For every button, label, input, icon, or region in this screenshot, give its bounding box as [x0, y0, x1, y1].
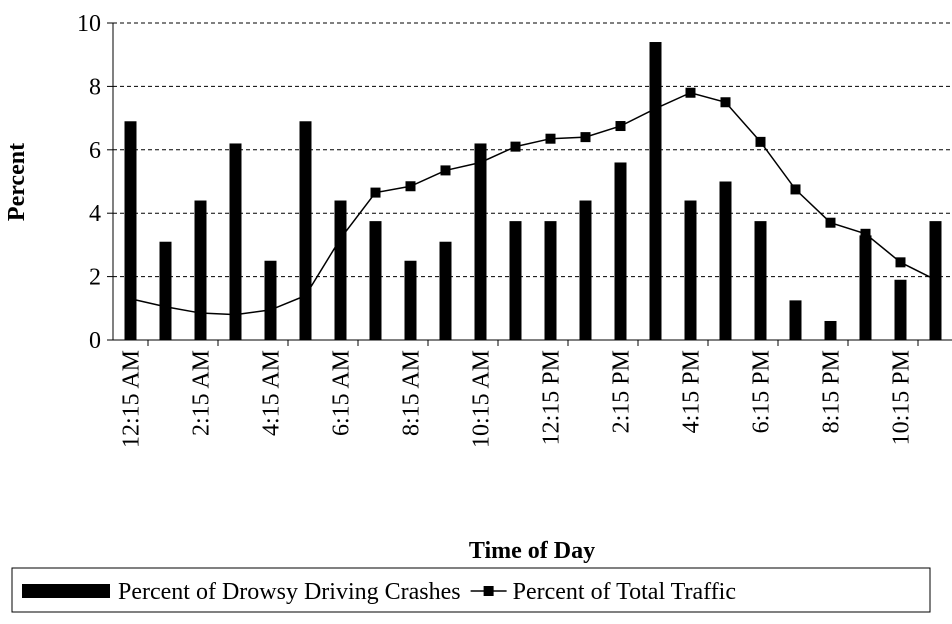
y-tick-label: 2: [89, 265, 101, 291]
line-marker: [895, 257, 906, 268]
bar: [124, 121, 137, 341]
x-tick-label: 4:15 AM: [259, 350, 285, 436]
bar: [299, 121, 312, 341]
x-tick-label: 8:15 AM: [399, 350, 425, 436]
x-tick-label: 6:15 PM: [749, 350, 775, 433]
bar: [824, 320, 837, 340]
line-marker: [440, 165, 451, 176]
bar: [509, 221, 522, 340]
line-marker: [755, 136, 766, 147]
legend-swatch: [22, 584, 110, 598]
bar: [859, 235, 872, 340]
line-marker: [720, 97, 731, 108]
y-axis-title: Percent: [4, 143, 30, 221]
line-marker: [300, 290, 311, 301]
legend-label: Percent of Total Traffic: [513, 579, 736, 605]
y-tick-label: 10: [77, 11, 101, 37]
line-marker: [545, 133, 556, 144]
line-marker: [615, 121, 626, 132]
line-marker: [930, 274, 941, 285]
line-marker: [825, 217, 836, 228]
y-tick-label: 6: [89, 138, 101, 164]
x-tick-label: 10:15 AM: [469, 350, 495, 448]
line-marker: [860, 228, 871, 239]
bar: [404, 260, 417, 340]
bar: [614, 162, 627, 340]
line-marker: [790, 184, 801, 195]
bar: [754, 221, 767, 340]
line-marker: [405, 181, 416, 192]
line: [130, 91, 936, 316]
bar: [159, 241, 172, 340]
x-tick-label: 2:15 AM: [189, 350, 215, 436]
legend-box: [11, 567, 931, 613]
bar: [719, 181, 732, 340]
line-marker: [370, 187, 381, 198]
x-tick-label: 2:15 PM: [609, 350, 635, 433]
bar: [334, 200, 347, 340]
legend-label: Percent of Drowsy Driving Crashes: [118, 579, 461, 605]
bar: [789, 300, 802, 340]
line-marker: [265, 304, 276, 315]
x-tick-label: 10:15 PM: [889, 350, 915, 445]
line-marker: [580, 132, 591, 143]
x-tick-label: 12:15 PM: [539, 350, 565, 445]
bar: [579, 200, 592, 340]
line-marker: [510, 141, 521, 152]
bar: [264, 260, 277, 340]
x-tick-label: 8:15 PM: [819, 350, 845, 433]
bar: [894, 279, 907, 340]
line-marker: [160, 301, 171, 312]
bar: [684, 200, 697, 340]
bar: [229, 143, 242, 340]
bar: [649, 42, 662, 341]
bar: [474, 143, 487, 340]
y-tick-label: 8: [89, 74, 101, 100]
line-marker: [195, 308, 206, 319]
line-marker: [335, 233, 346, 244]
line-marker: [650, 103, 661, 114]
line-marker: [230, 309, 241, 320]
line-marker: [685, 87, 696, 98]
bar: [194, 200, 207, 340]
y-tick-label: 4: [89, 201, 101, 227]
y-tick-label: 0: [89, 328, 101, 354]
bar: [369, 221, 382, 340]
bar: [544, 221, 557, 340]
x-tick-label: 12:15 AM: [119, 350, 145, 448]
x-axis-title: Time of Day: [469, 538, 595, 564]
line-marker: [475, 157, 486, 168]
line-marker: [125, 293, 136, 304]
bar: [439, 241, 452, 340]
x-tick-label: 6:15 AM: [329, 350, 355, 436]
legend-swatch: [483, 586, 494, 596]
x-tick-label: 4:15 PM: [679, 350, 705, 433]
